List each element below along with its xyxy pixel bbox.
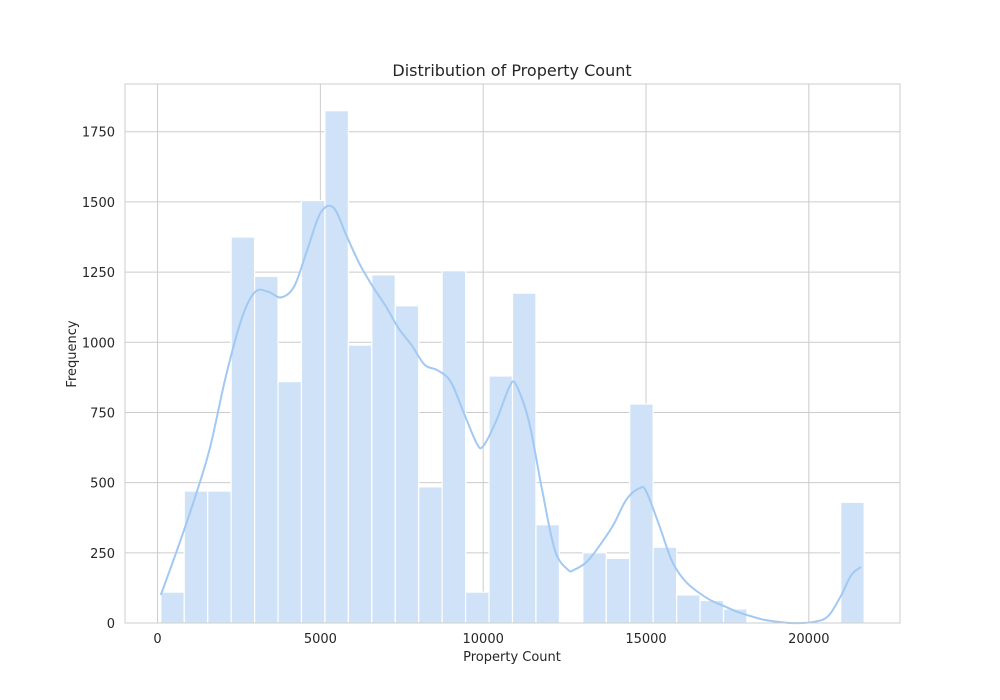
kde-layer bbox=[159, 204, 862, 625]
histogram-bar bbox=[840, 501, 865, 624]
x-tick-labels: 0 5000 10000 15000 20000 bbox=[153, 632, 829, 647]
histogram-bar bbox=[629, 403, 654, 624]
x-tick-label: 0 bbox=[153, 632, 161, 647]
histogram-bar bbox=[300, 199, 326, 624]
kde-line bbox=[159, 204, 862, 625]
histogram-bar bbox=[394, 305, 420, 624]
histogram-bar bbox=[207, 490, 232, 624]
y-tick-labels: 0 250 500 750 1000 1250 1500 1750 bbox=[82, 126, 115, 632]
x-axis-label: Property Count bbox=[463, 650, 561, 665]
plot-frame bbox=[124, 83, 901, 624]
histogram-bar bbox=[511, 292, 537, 624]
histogram-bar bbox=[488, 375, 514, 624]
y-axis-label: Frequency bbox=[65, 320, 80, 387]
histogram-bar bbox=[418, 486, 443, 624]
y-tick-label: 1000 bbox=[82, 336, 115, 351]
histogram-bar bbox=[676, 594, 701, 624]
bars-layer bbox=[160, 110, 865, 624]
y-tick-label: 1750 bbox=[82, 126, 115, 141]
y-tick-label: 750 bbox=[90, 406, 115, 421]
y-tick-label: 250 bbox=[90, 547, 115, 562]
x-tick-label: 20000 bbox=[788, 632, 829, 647]
histogram-bar bbox=[277, 380, 303, 624]
x-tick-label: 15000 bbox=[625, 632, 666, 647]
y-tick-label: 0 bbox=[107, 617, 115, 632]
histogram-bar bbox=[254, 275, 279, 624]
x-tick-label: 10000 bbox=[463, 632, 504, 647]
histogram-bar bbox=[605, 557, 631, 624]
y-tick-label: 1250 bbox=[82, 266, 115, 281]
y-tick-label: 500 bbox=[90, 477, 115, 492]
histogram-bar bbox=[535, 524, 560, 624]
chart-title: Distribution of Property Count bbox=[392, 61, 631, 80]
x-tick-label: 5000 bbox=[304, 632, 337, 647]
histogram-bar bbox=[441, 270, 467, 624]
histogram-bar bbox=[183, 490, 209, 624]
histogram-bar bbox=[465, 591, 490, 624]
y-tick-label: 1500 bbox=[82, 196, 115, 211]
histogram-bar bbox=[160, 591, 185, 624]
histogram-bar bbox=[230, 236, 256, 624]
histogram-bar bbox=[371, 274, 396, 624]
histogram-bar bbox=[347, 344, 373, 624]
histogram-bar bbox=[652, 546, 678, 624]
histogram-bar bbox=[324, 110, 349, 624]
